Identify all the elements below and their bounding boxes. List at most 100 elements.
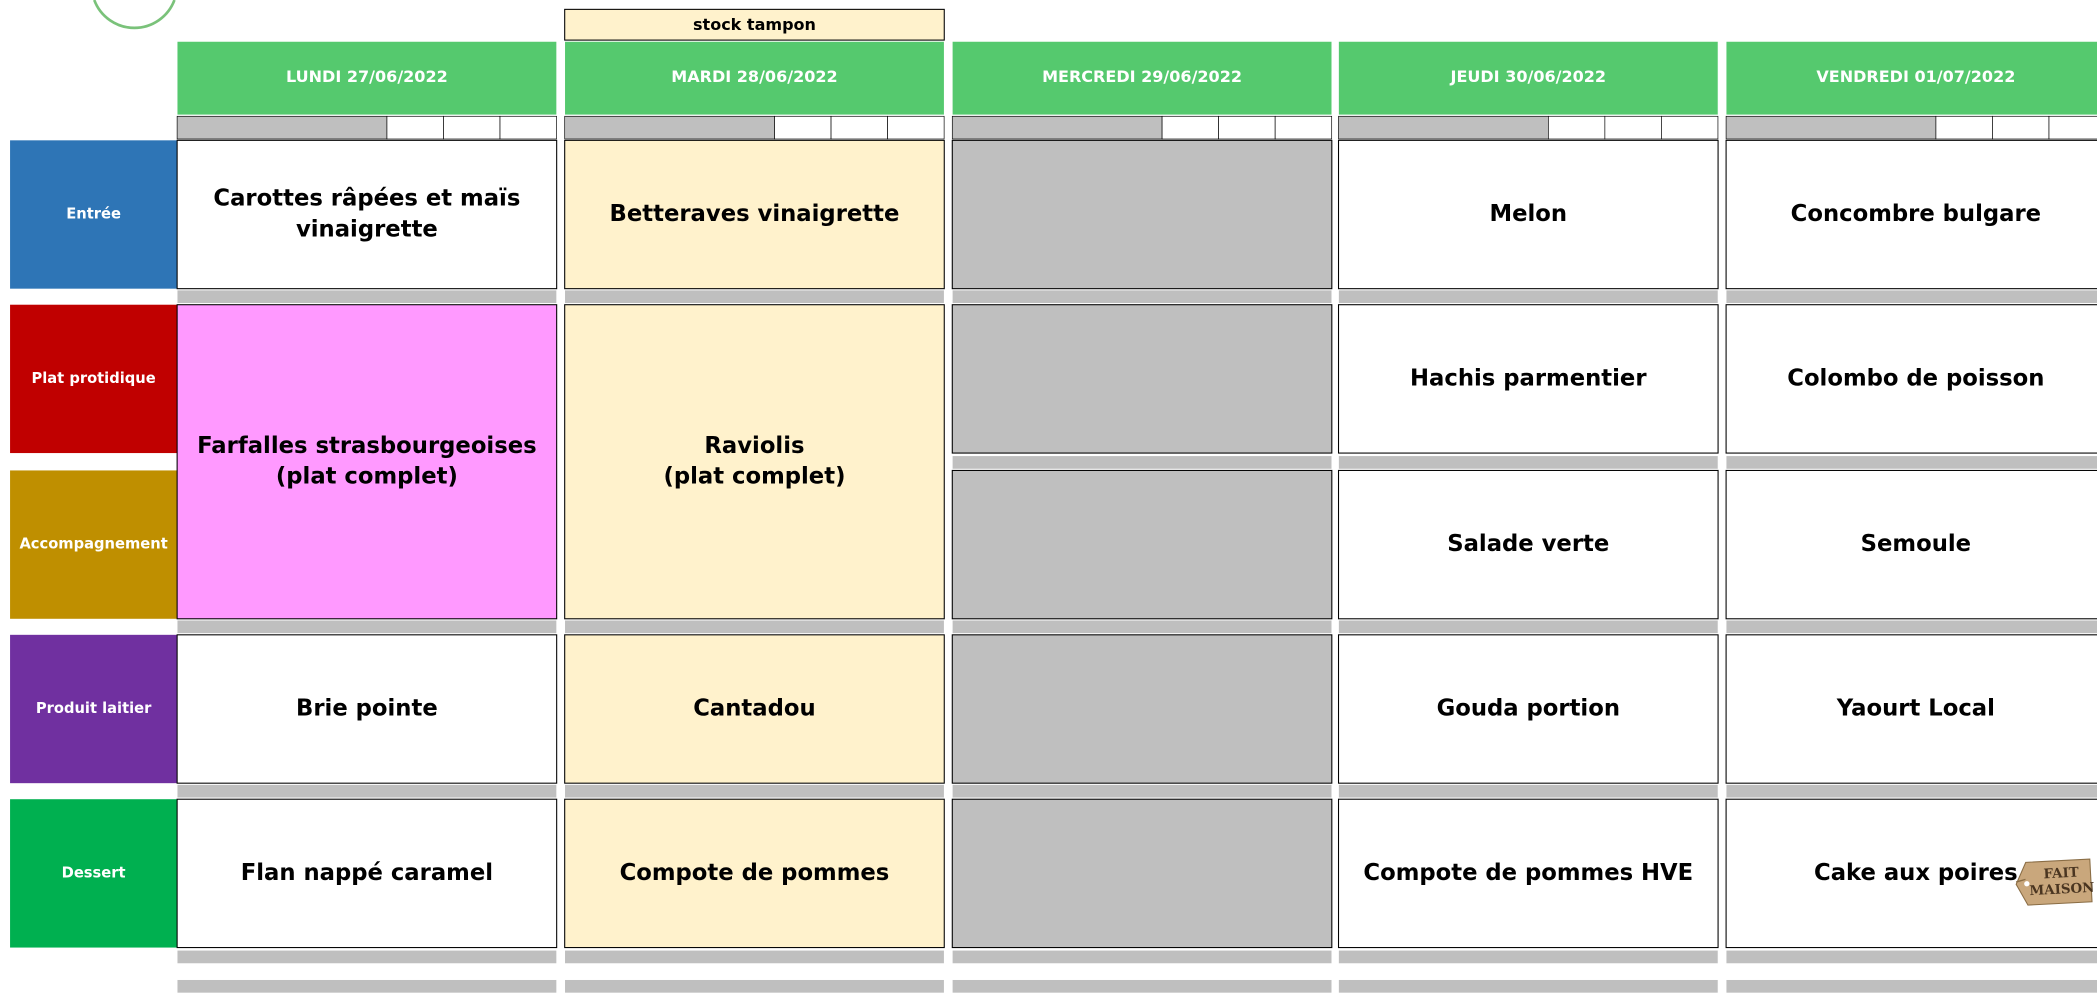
day-header: MARDI 28/06/2022: [671, 67, 837, 86]
row-label: Entrée: [66, 206, 121, 223]
logo: [93, 0, 176, 30]
check-box: [1935, 115, 1993, 140]
menu-item: Flan nappé caramel: [241, 860, 493, 886]
separator-strip: [1725, 455, 2097, 470]
day-header-bg: [951, 41, 1333, 116]
menu-cell: [176, 634, 558, 784]
gray-strip: [564, 115, 775, 140]
row-label-bg: [10, 634, 178, 784]
separator-strip: [1725, 619, 2097, 634]
row-label: Produit laitier: [36, 700, 152, 717]
check-box: [830, 115, 888, 140]
tag-hole: [2024, 881, 2030, 887]
separator-strip: [564, 619, 945, 634]
stock-label: stock tampon: [693, 15, 816, 34]
menu-cell: [1337, 469, 1719, 620]
menu-cell: [951, 139, 1333, 290]
separator-strip: [1725, 784, 2097, 799]
separator-strip: [1338, 289, 1719, 304]
tag-text: FAIT: [2043, 865, 2079, 883]
separator-strip: [951, 979, 1333, 993]
day-header-bg: [1338, 41, 1719, 116]
menu-item: Melon: [1489, 201, 1567, 227]
menu-item: Cantadou: [693, 695, 815, 721]
separator-strip: [176, 949, 558, 964]
row-label-bg: [10, 304, 178, 454]
menu-cell: [564, 139, 945, 290]
menu-cell: [1725, 139, 2097, 290]
separator-strip: [1338, 949, 1719, 964]
separator-strip: [564, 784, 945, 799]
menu-item: Farfalles strasbourgeoises: [197, 433, 537, 459]
separator-strip: [176, 619, 558, 634]
menu-cell: [1337, 139, 1719, 290]
row-label-bg: [10, 470, 178, 619]
tag-string: [2015, 878, 2026, 883]
day-header: LUNDI 27/06/2022: [286, 67, 448, 86]
check-box: [2048, 115, 2097, 140]
day-header: MERCREDI 29/06/2022: [1042, 67, 1242, 86]
menu-item: Salade verte: [1447, 531, 1609, 557]
row-label-bg: [10, 799, 178, 948]
row-label: Plat protidique: [31, 370, 155, 387]
row-label-bg: [10, 140, 178, 289]
separator-strip: [1338, 979, 1719, 993]
stock-box: [564, 8, 945, 41]
separator-strip: [564, 979, 945, 993]
menu-item: Gouda portion: [1437, 695, 1620, 721]
menu-item: Compote de pommes HVE: [1363, 860, 1693, 886]
separator-strip: [176, 289, 558, 304]
menu-item: Betteraves vinaigrette: [610, 201, 900, 227]
check-box: [386, 115, 444, 140]
menu-cell: [1337, 304, 1719, 454]
menu-cell: [1725, 634, 2097, 784]
menu-cell: [176, 798, 558, 949]
check-box: [1992, 115, 2050, 140]
tag-text: MAISON: [2029, 880, 2095, 899]
separator-strip: [176, 979, 558, 993]
check-box: [1161, 115, 1219, 140]
menu-item: vinaigrette: [296, 216, 438, 242]
gray-strip: [1725, 115, 1937, 140]
menu-cell: [951, 798, 1333, 949]
day-header: VENDREDI 01/07/2022: [1816, 67, 2015, 86]
menu-cell: [1337, 634, 1719, 784]
check-box: [887, 115, 945, 140]
menu-item: (plat complet): [276, 464, 458, 490]
menu-item: Semoule: [1861, 531, 1971, 557]
separator-strip: [564, 289, 945, 304]
separator-strip: [176, 784, 558, 799]
menu-cell: [951, 304, 1333, 454]
menu-item: Hachis parmentier: [1410, 365, 1647, 391]
menu-cell: [564, 304, 945, 620]
check-box: [1661, 115, 1719, 140]
menu-cell: [1337, 798, 1719, 949]
gray-strip: [176, 115, 388, 140]
check-box: [1274, 115, 1333, 140]
separator-strip: [1338, 455, 1719, 470]
check-box: [499, 115, 557, 140]
menu-item: Brie pointe: [296, 695, 438, 721]
separator-strip: [1725, 949, 2097, 964]
row-label: Accompagnement: [19, 536, 167, 553]
tag-shape: [2015, 858, 2093, 906]
menu-cell: [564, 798, 945, 949]
separator-strip: [951, 455, 1333, 470]
menu-cell: [564, 634, 945, 784]
row-label: Dessert: [62, 864, 126, 881]
menu-cell: [1725, 304, 2097, 454]
menu-item: Colombo de poisson: [1787, 365, 2044, 391]
menu-item: Carottes râpées et maïs: [213, 186, 520, 212]
menu-cell: [1725, 469, 2097, 620]
menu-cell: [176, 304, 558, 620]
menu-item: Concombre bulgare: [1791, 201, 2041, 227]
day-header-bg: [1725, 41, 2097, 116]
separator-strip: [1725, 289, 2097, 304]
check-box: [774, 115, 832, 140]
check-box: [443, 115, 501, 140]
menu-item: Compote de pommes: [620, 860, 890, 886]
gray-strip: [951, 115, 1163, 140]
gray-strip: [1338, 115, 1549, 140]
